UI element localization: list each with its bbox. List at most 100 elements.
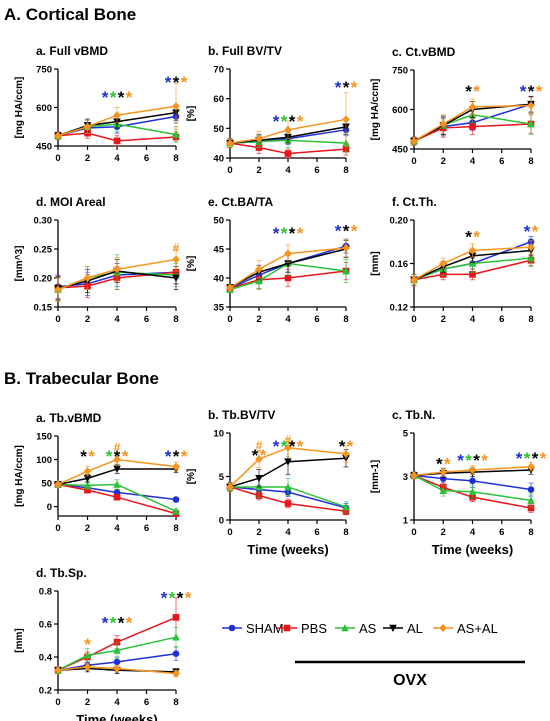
data-point [226,283,234,292]
data-point [468,246,477,255]
legend-label: AS [359,621,377,636]
legend-marker [228,624,236,632]
significance-annotation: * * * [520,82,543,101]
data-point [410,275,418,284]
y-tick-label: 5 [219,472,225,483]
data-point [172,614,180,621]
x-tick-label: 4 [470,527,476,538]
significance-star: * [122,447,129,466]
y-tick-label: 50 [213,124,224,135]
y-tick-label: 0 [47,502,52,513]
chart-title: d. Tb.Sp. [36,566,87,580]
legend-item-as: AS [335,621,377,636]
x-tick-label: 8 [528,314,533,325]
significance-annotation: # [114,440,121,454]
x-tick-label: 6 [314,165,319,176]
legend-label: PBS [301,621,327,636]
y-tick-label: 10 [213,429,224,440]
chart-ct-th: f. Ct.Th.0 2 4 6 80.120.160.20[mm]* * * * [370,195,539,325]
data-point [113,480,121,488]
significance-annotation: * * * * [516,449,547,468]
series-line [57,483,177,512]
data-point [113,658,121,666]
x-tick-label: 2 [85,697,90,708]
significance-star: * [520,82,527,101]
data-point [284,125,292,134]
data-point [439,468,448,477]
data-point [113,137,121,145]
significance-hash: # [256,438,263,452]
x-tick-label: 8 [528,156,533,167]
data-point [284,482,292,491]
y-tick-label: 0.20 [390,216,409,227]
series-as-al [410,97,535,146]
significance-annotation: * * * * [273,437,304,456]
data-point [83,273,92,283]
x-tick-label: 2 [256,314,261,325]
y-tick-label: 0.6 [39,620,52,631]
y-axis-label: [mm-1] [370,460,381,493]
x-tick-label: 0 [411,314,416,325]
data-point [284,249,292,258]
x-tick-label: 8 [343,314,348,325]
chart-title: c. Ct.vBMD [392,45,456,59]
x-axis-label: Time (weeks) [247,542,328,557]
significance-star: * [173,73,180,92]
series-line [229,142,347,155]
significance-star: * [481,451,488,470]
y-tick-label: 50 [41,479,52,490]
y-axis-label: [%] [186,469,197,485]
y-tick-label: 0.15 [34,303,53,314]
x-tick-label: 6 [144,523,149,534]
x-tick-label: 2 [256,527,261,538]
significance-star: * [524,449,531,468]
y-tick-label: 0.25 [34,245,53,256]
data-point [255,455,263,464]
y-tick-label: 50 [213,216,224,227]
significance-star: * [343,221,350,240]
legend-label: AL [407,621,423,636]
x-tick-label: 4 [470,314,476,325]
data-point [255,134,263,143]
data-point [527,504,535,512]
significance-star: * [126,613,133,632]
significance-star: * [161,589,168,608]
data-point [54,285,62,294]
significance-annotation: * * [80,447,95,466]
data-point [527,486,535,493]
significance-star: * [88,447,95,466]
data-point [172,507,180,515]
significance-star: * [177,589,184,608]
x-tick-label: 4 [285,314,291,325]
significance-annotation: # [285,433,292,447]
data-point [226,482,234,492]
series-line [230,486,347,508]
significance-star: * [457,451,464,470]
x-tick-label: 2 [441,314,446,325]
significance-annotation: * * * * [457,451,488,470]
significance-star: * [465,227,472,246]
data-point [342,502,350,511]
x-tick-label: 8 [173,314,178,325]
significance-star: * [169,589,176,608]
x-tick-label: 0 [55,314,60,325]
significance-annotation: * * * [335,78,358,97]
data-point [439,119,448,129]
chart-title: d. MOI Areal [36,195,106,209]
data-point [83,475,92,483]
data-point [284,274,292,282]
series-line [413,474,532,502]
significance-star: * [80,447,87,466]
y-axis-label: [mm] [370,251,381,275]
x-tick-label: 0 [55,153,60,164]
series-line [413,465,532,477]
y-tick-label: 0.20 [34,274,53,285]
significance-star: * [335,78,342,97]
y-tick-label: 100 [36,455,52,466]
data-point [54,666,62,675]
y-axis-label: [mm] [14,628,25,652]
x-tick-label: 2 [85,314,90,325]
y-axis-label: [mg HA/ccm] [14,77,25,139]
section-a-title: A. Cortical Bone [4,5,136,24]
